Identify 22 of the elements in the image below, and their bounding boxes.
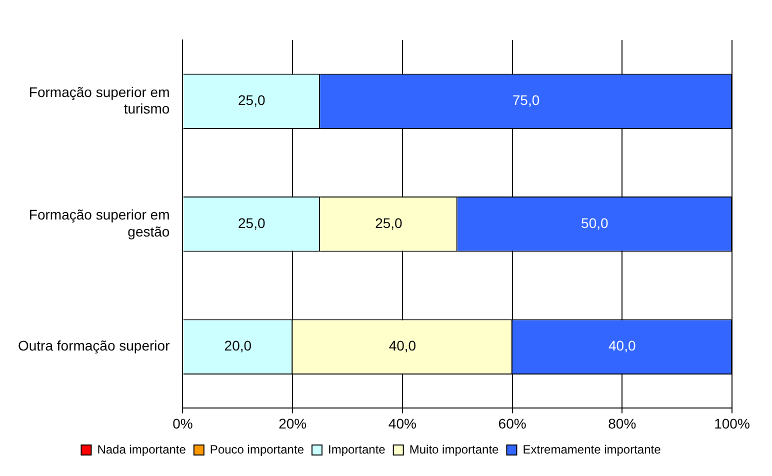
y-tick-label: Formação superior em gestão — [28, 206, 170, 240]
x-tick-label: 0% — [172, 415, 193, 432]
legend-label: Pouco importante — [210, 442, 304, 456]
x-tick-label: 100% — [714, 415, 750, 432]
data-label: 40,0 — [388, 338, 416, 354]
x-tick-label: 40% — [388, 415, 416, 432]
data-label: 40,0 — [608, 338, 636, 354]
data-label: 50,0 — [581, 214, 609, 231]
data-label: 25,0 — [238, 92, 266, 108]
y-tick-label: Outra formação superior — [18, 338, 170, 354]
y-tick-label: Formação superior em turismo — [28, 84, 170, 117]
data-label: 75,0 — [512, 92, 540, 108]
legend-label: Nada importante — [97, 442, 186, 456]
legend-label: Muito importante — [409, 442, 500, 456]
legend-label: Extremamente importante — [522, 442, 662, 456]
data-label: 20,0 — [224, 338, 252, 354]
data-label: 25,0 — [375, 214, 403, 231]
x-tick-label: 20% — [278, 415, 307, 432]
legend-label: Importante — [328, 442, 386, 456]
data-label: 25,0 — [238, 214, 266, 231]
x-tick-label: 80% — [608, 415, 636, 432]
x-tick-label: 60% — [498, 415, 526, 432]
